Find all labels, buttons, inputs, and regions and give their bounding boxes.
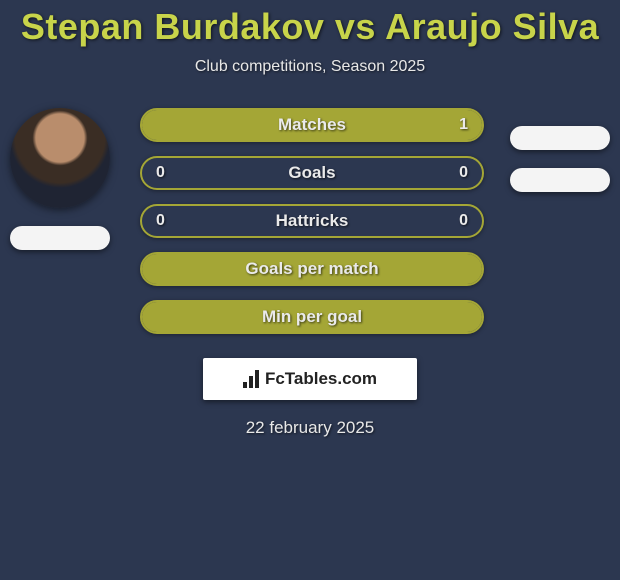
date-line: 22 february 2025: [0, 418, 620, 438]
player-right-column: [500, 108, 620, 192]
stat-row: Goals per match: [140, 252, 484, 286]
stat-label: Goals: [142, 158, 482, 188]
stat-label: Goals per match: [142, 254, 482, 284]
bar-chart-icon: [243, 370, 261, 388]
stat-value-right: 0: [459, 206, 468, 236]
stat-row: Goals0 0: [140, 156, 484, 190]
page-subtitle: Club competitions, Season 2025: [0, 58, 620, 76]
logo-text: FcTables.com: [265, 369, 377, 389]
comparison-arena: Matches1Goals00Hattricks00Goals per matc…: [0, 108, 620, 348]
logo-box: FcTables.com: [203, 358, 417, 400]
player-name-pill: [510, 126, 610, 150]
stat-value-right: 0: [459, 158, 468, 188]
stat-row: Matches1: [140, 108, 484, 142]
avatar: [10, 108, 110, 208]
stat-rows: Matches1Goals00Hattricks00Goals per matc…: [140, 108, 480, 348]
page-title: Stepan Burdakov vs Araujo Silva: [0, 6, 620, 48]
stat-value-right: 1: [459, 110, 468, 140]
player-name-pill: [10, 226, 110, 250]
player-left-column: [0, 108, 120, 250]
stat-row: Min per goal: [140, 300, 484, 334]
stat-label: Matches: [142, 110, 482, 140]
stat-label: Min per goal: [142, 302, 482, 332]
player-name-pill: [510, 168, 610, 192]
stat-value-left: 0: [156, 206, 165, 236]
stat-label: Hattricks: [142, 206, 482, 236]
stat-row: Hattricks0 0: [140, 204, 484, 238]
stat-value-left: 0: [156, 158, 165, 188]
